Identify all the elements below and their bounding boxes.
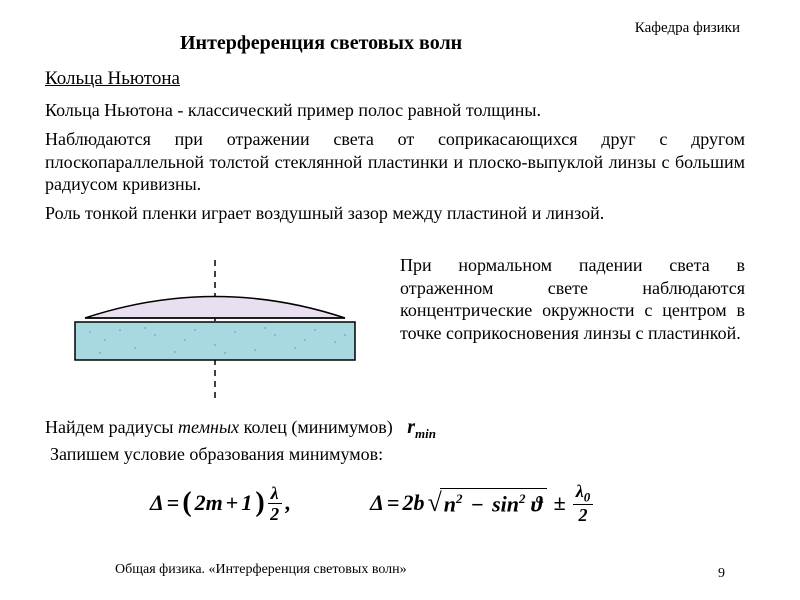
find-italic: темных	[178, 417, 239, 437]
page-title: Интерференция световых волн	[180, 32, 462, 55]
formula-1: Δ = ( 2m + 1 ) λ 2 ,	[150, 484, 290, 523]
page-number: 9	[718, 566, 725, 582]
newton-rings-diagram	[45, 260, 385, 400]
find-radii-line: Найдем радиусы темных колец (минимумов) …	[45, 416, 436, 442]
paragraph-3: Роль тонкой пленки играет воздушный зазо…	[45, 202, 745, 225]
department-label: Кафедра физики	[635, 20, 740, 37]
formula-2: Δ = 2b √ n2 − sin2 ϑ ± λ0 2	[370, 482, 593, 525]
formula-row: Δ = ( 2m + 1 ) λ 2 , Δ = 2b √ n2 − sin2 …	[150, 478, 720, 528]
rmin-symbol: rmin	[407, 416, 436, 438]
condition-line: Запишем условие образования минимумов:	[50, 444, 383, 465]
paragraph-4: При нормальном падении света в отраженно…	[400, 254, 745, 344]
paragraph-1: Кольца Ньютона - классический пример пол…	[45, 100, 745, 121]
section-subtitle: Кольца Ньютона	[45, 68, 180, 90]
find-prefix: Найдем радиусы	[45, 417, 178, 437]
paragraph-2: Наблюдаются при отражении света от сопри…	[45, 128, 745, 196]
find-suffix: колец (минимумов)	[239, 417, 393, 437]
footer-text: Общая физика. «Интерференция световых во…	[115, 562, 407, 578]
